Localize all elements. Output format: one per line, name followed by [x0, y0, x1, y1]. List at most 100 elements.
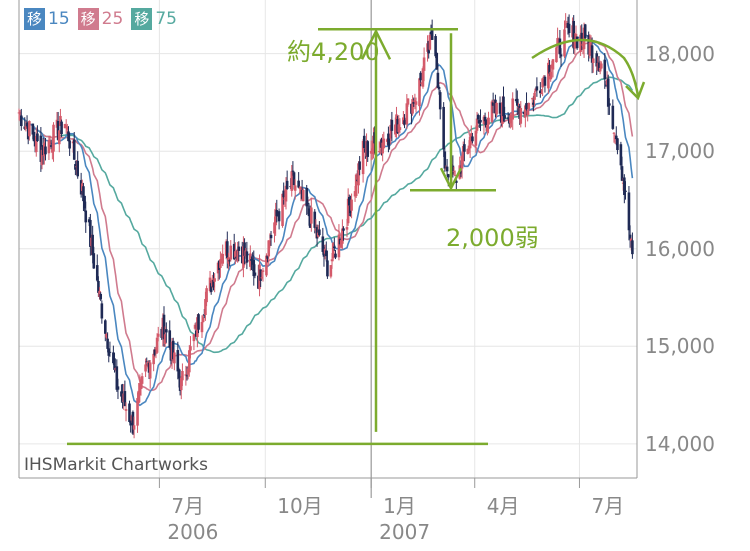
candle-body — [543, 76, 547, 86]
candle-body — [418, 78, 421, 107]
candle-body — [64, 125, 68, 128]
candle-body — [451, 165, 455, 174]
candle-body — [277, 211, 281, 222]
candle-body — [273, 222, 276, 234]
candle-body — [200, 321, 204, 333]
candle-body — [372, 135, 375, 155]
candle-body — [261, 270, 265, 272]
candle-body — [357, 163, 360, 186]
candle-body — [57, 130, 61, 145]
y-tick-label: 15,000 — [645, 334, 715, 359]
annotation-fall-arrowhead — [439, 167, 463, 192]
legend-badge: 移 — [24, 8, 46, 30]
candle-body — [250, 259, 253, 261]
candle-body — [411, 99, 414, 114]
candle-body — [453, 175, 457, 177]
annotation-curve-arrowhead — [625, 81, 646, 101]
candle-body — [595, 53, 599, 67]
candle-body — [115, 366, 119, 390]
candle-body — [313, 211, 317, 228]
candle-body — [326, 260, 329, 277]
candle-body — [564, 23, 567, 25]
ma75-line — [18, 76, 634, 354]
legend-item-ma25[interactable]: 移 25 — [77, 8, 123, 30]
candle-body — [66, 126, 69, 130]
candle-body — [579, 34, 582, 52]
candle-body — [519, 107, 523, 124]
legend-value: 75 — [155, 9, 177, 29]
candle-body — [260, 277, 264, 279]
candle-body — [373, 132, 376, 144]
annotation-rise-arrowhead — [360, 28, 392, 60]
candle-body — [245, 251, 249, 263]
candle-body — [32, 131, 36, 142]
candle-body — [476, 114, 480, 120]
candle-body — [387, 133, 390, 146]
candle-body — [47, 139, 51, 154]
candle-body — [339, 240, 343, 248]
candle-body — [631, 240, 634, 255]
candle-body — [95, 265, 99, 281]
candle-body — [184, 374, 188, 376]
candle-body — [414, 101, 418, 105]
candle-body — [28, 121, 31, 137]
candle-body — [268, 240, 272, 246]
candle-body — [139, 379, 143, 390]
candle-body — [541, 78, 544, 88]
candle-body — [589, 43, 593, 47]
candle-body — [611, 105, 615, 129]
candle-body — [619, 144, 623, 166]
candle-body — [68, 140, 71, 149]
candle-body — [527, 102, 531, 110]
candle-body — [558, 38, 562, 55]
candle-body — [242, 246, 245, 268]
candle-body — [511, 98, 515, 120]
candle-body — [228, 260, 231, 262]
y-tick-label: 16,000 — [645, 236, 715, 261]
candle-body — [189, 346, 192, 351]
candle-body — [100, 303, 104, 319]
candle-body — [628, 234, 632, 239]
candle-body — [580, 32, 584, 42]
candle-body — [437, 86, 441, 90]
y-tick-label: 17,000 — [645, 139, 715, 164]
x-tick-label: 7月 — [591, 494, 625, 518]
candle-body — [333, 246, 336, 248]
candle-body — [89, 219, 92, 247]
x-year-label: 2006 — [167, 520, 219, 544]
candle-body — [469, 133, 473, 138]
candle-body — [185, 375, 189, 377]
candle-body — [213, 278, 216, 282]
candle-body — [188, 350, 191, 373]
candle-body — [39, 135, 43, 162]
candle-body — [18, 112, 22, 114]
candle-body — [97, 280, 100, 293]
candle-body — [131, 411, 135, 434]
candle-body — [438, 92, 442, 110]
candle-body — [219, 259, 222, 268]
candle-body — [362, 135, 366, 149]
candle-body — [259, 269, 262, 281]
x-year-label: 2007 — [379, 520, 431, 544]
legend-item-ma75[interactable]: 移 75 — [131, 8, 177, 30]
candle-body — [390, 119, 394, 131]
candle-body — [292, 172, 296, 186]
candle-body — [124, 409, 128, 411]
candle-body — [479, 119, 482, 123]
candle-body — [524, 105, 527, 118]
candle-body — [236, 249, 239, 262]
candle-body — [361, 140, 365, 175]
candle-body — [201, 317, 205, 323]
candle-body — [165, 329, 168, 333]
candle-body — [229, 245, 233, 260]
candle-body — [152, 353, 155, 365]
legend-badge: 移 — [77, 8, 99, 30]
candle-body — [293, 185, 297, 191]
candle-body — [483, 116, 487, 122]
ma15-line — [18, 33, 634, 407]
candle-body — [105, 333, 108, 338]
legend-item-ma15[interactable]: 移 15 — [24, 8, 70, 30]
candle-body — [252, 259, 256, 277]
candle-body — [442, 106, 445, 150]
